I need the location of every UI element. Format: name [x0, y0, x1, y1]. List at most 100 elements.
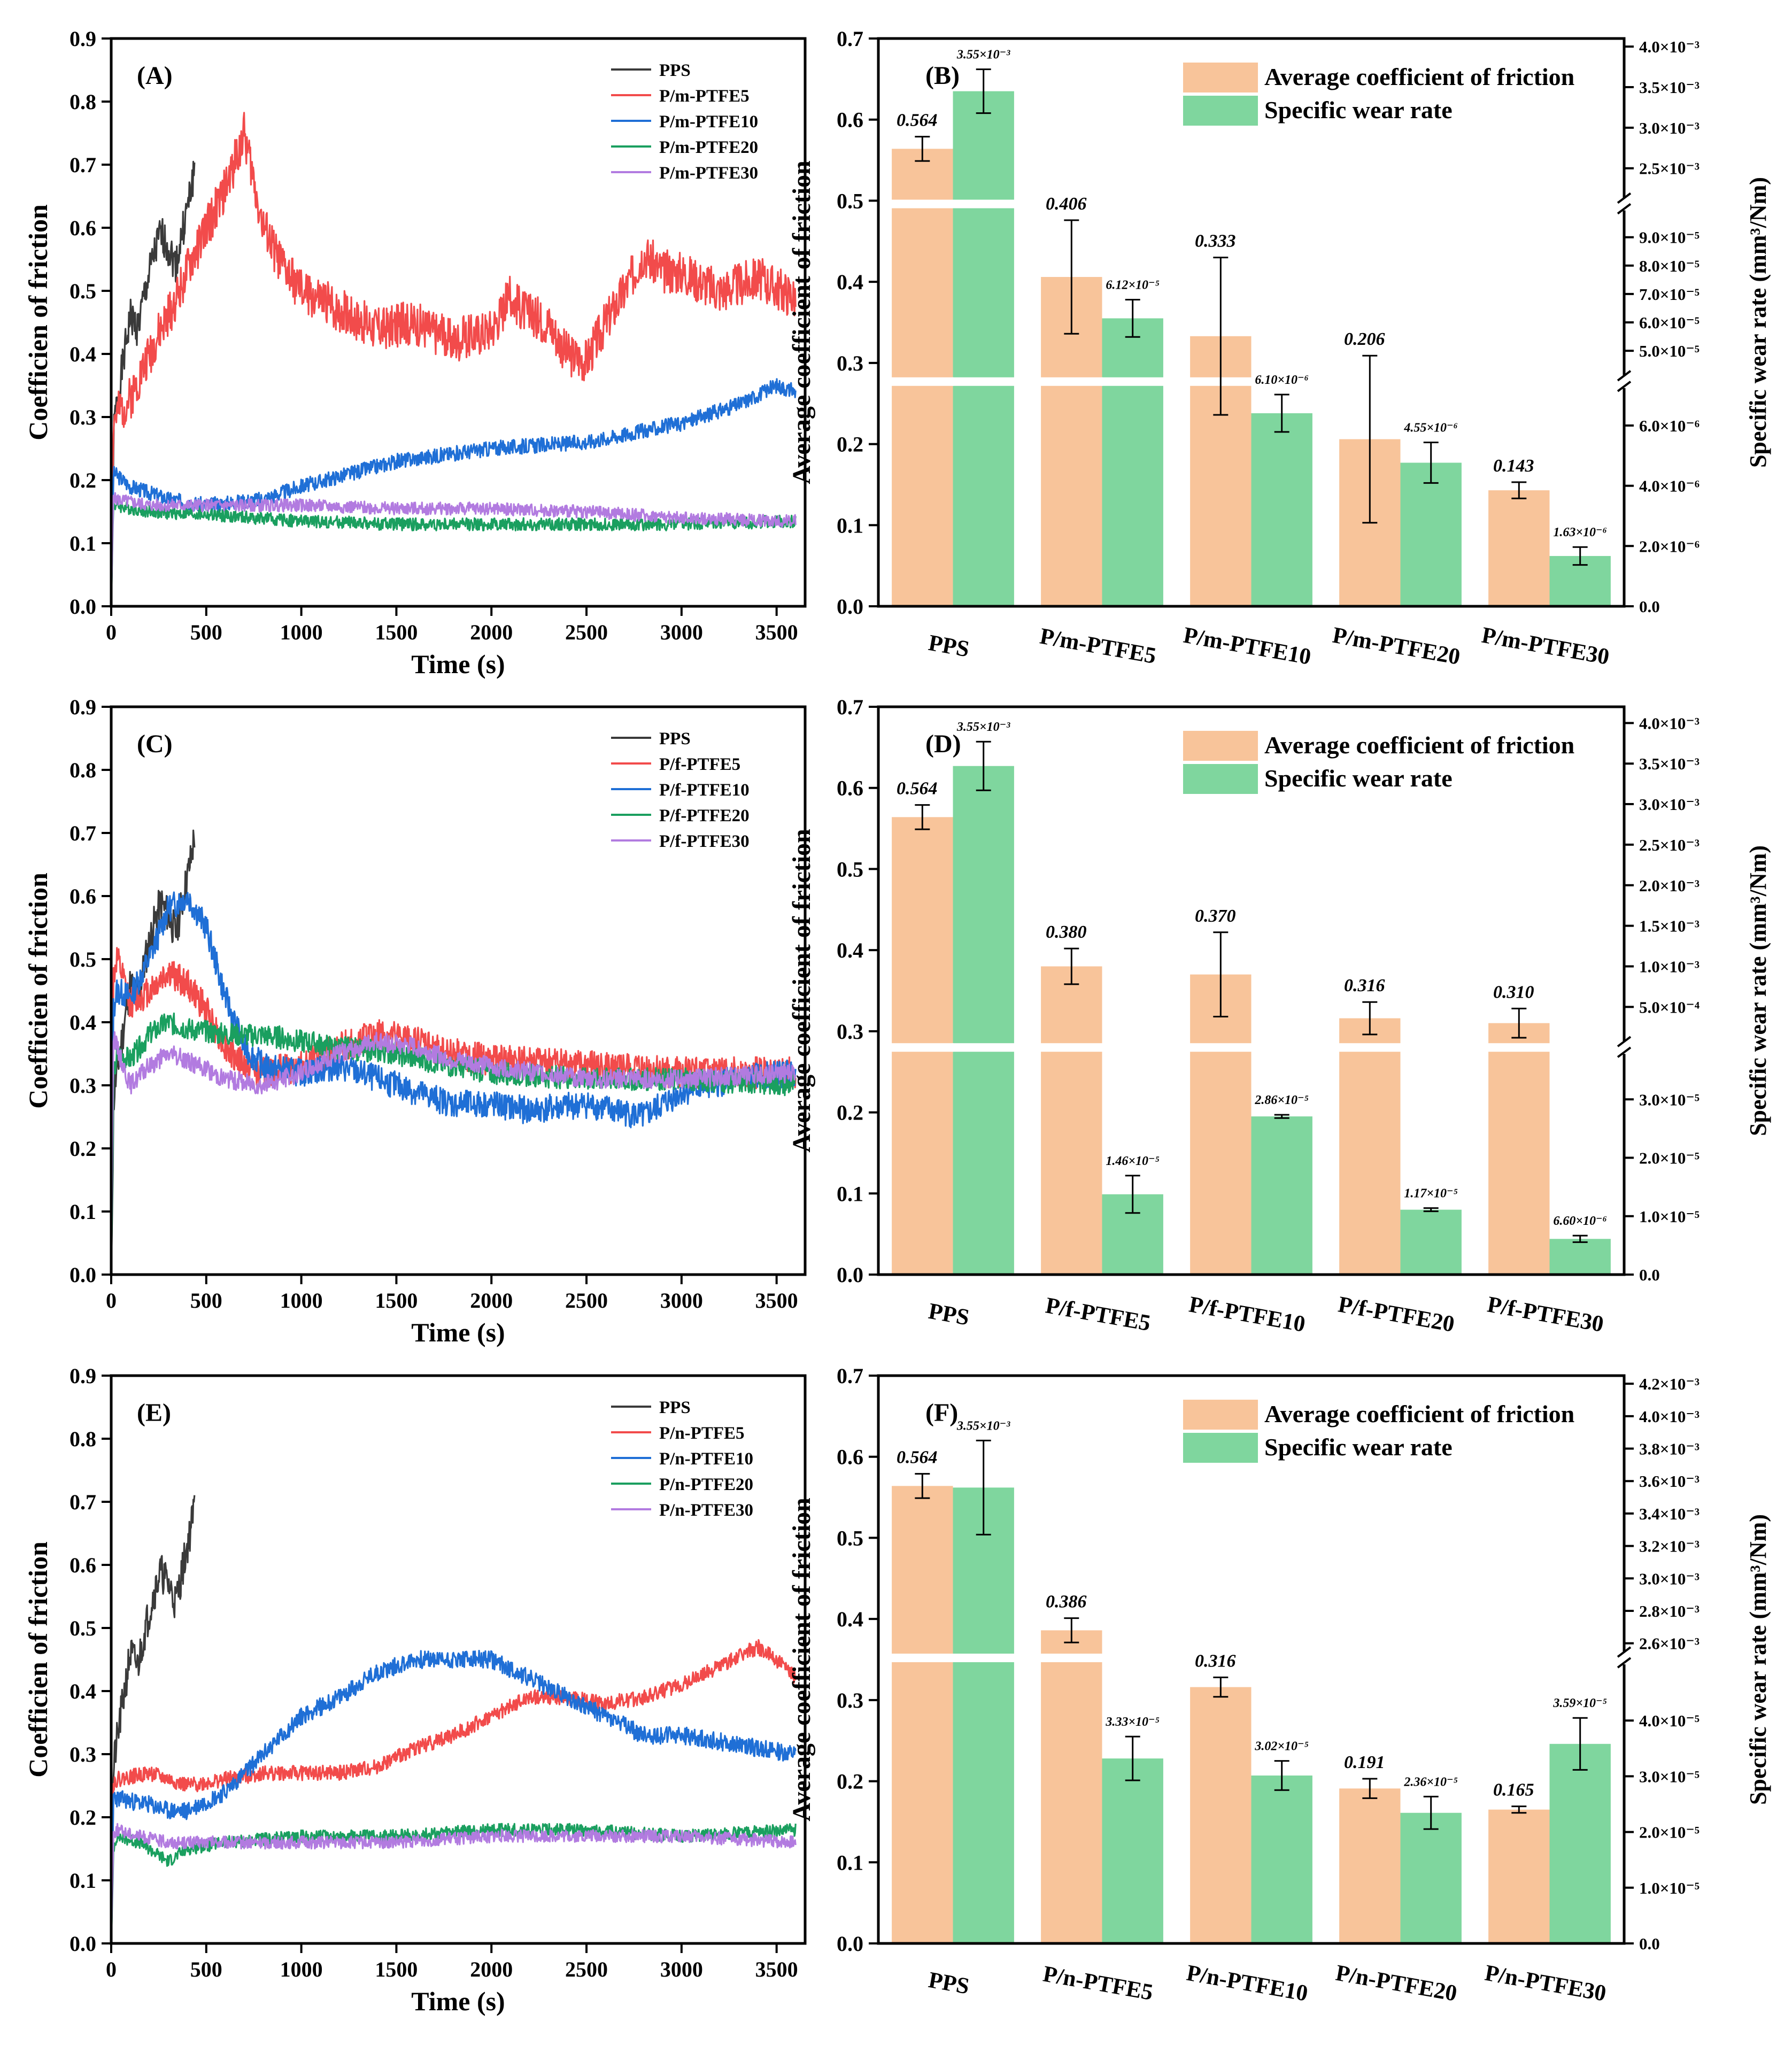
axis-break-strip — [1189, 1043, 1252, 1052]
right-tick-label: 2.0×10⁻⁵ — [1639, 1823, 1700, 1842]
error-bar — [1213, 257, 1229, 416]
y-axis-label-left: Average coefficient of friction — [787, 1498, 816, 1821]
panel-label: (D) — [925, 730, 961, 758]
axis-break-strip — [952, 1653, 1015, 1662]
y-tick-label: 0.5 — [837, 857, 863, 881]
series-line-p-m-ptfe5 — [110, 112, 797, 607]
data-label: 3.55×10⁻³ — [956, 720, 1010, 734]
bar-average-coefficient-of-friction-p-n-ptfe5 — [1041, 1630, 1102, 1943]
y-tick-label: 0.5 — [837, 1526, 863, 1550]
error-bar — [1362, 1001, 1378, 1036]
panel-label: (A) — [137, 61, 173, 90]
error-bar — [1213, 1676, 1229, 1698]
error-bar — [915, 1473, 930, 1499]
x-tick-label: 3000 — [660, 1957, 703, 1981]
legend-label-p-f-ptfe30: P/f-PTFE30 — [659, 832, 750, 851]
right-tick-label: 4.0×10⁻⁵ — [1639, 1711, 1700, 1730]
category-label: P/f-PTFE30 — [1486, 1292, 1606, 1337]
panel-label: (E) — [137, 1399, 171, 1427]
data-label: 0.564 — [897, 111, 938, 130]
y-tick-label: 0.7 — [69, 153, 96, 177]
data-label: 0.143 — [1493, 456, 1534, 476]
x-tick-label: 500 — [190, 1957, 222, 1981]
right-axis-break-mark — [1617, 1036, 1632, 1047]
series-line-pps — [110, 160, 196, 607]
data-label: 6.12×10⁻⁵ — [1106, 279, 1160, 292]
right-axis-break-mark — [1617, 1646, 1632, 1658]
right-tick-label: 2.0×10⁻⁶ — [1639, 537, 1700, 555]
series-line-p-n-ptfe5 — [110, 1639, 797, 1944]
data-label: 3.59×10⁻⁵ — [1552, 1696, 1607, 1710]
bar-specific-wear-rate-pps — [953, 91, 1014, 607]
right-tick-label: 2.0×10⁻⁵ — [1639, 1149, 1700, 1168]
error-bar — [1213, 931, 1229, 1018]
line-chart-a: 0 500 1000 1500 2000 2500 3000 3500 0.0 0.1 0.2 0.3… — [23, 27, 807, 679]
error-bar — [1274, 1760, 1289, 1791]
data-label: 0.316 — [1344, 976, 1385, 996]
bar-chart-b: 0.564 3.55×10⁻³ 0.406 6.12×10⁻⁵ 0.333 6.10×10… — [787, 27, 1771, 670]
y-tick-label: 0.6 — [837, 776, 863, 800]
data-label: 0.564 — [897, 1448, 938, 1468]
y-tick-label: 0.8 — [69, 758, 96, 782]
data-label: 4.55×10⁻⁶ — [1403, 421, 1458, 435]
axis-break-strip — [891, 1043, 954, 1052]
right-tick-label: 3.2×10⁻³ — [1639, 1537, 1700, 1556]
bar-specific-wear-rate-p-n-ptfe30 — [1549, 1743, 1611, 1943]
error-bar — [1064, 219, 1079, 335]
y-tick-label: 0.1 — [69, 531, 96, 555]
right-tick-label: 9.0×10⁻⁵ — [1639, 228, 1700, 247]
right-tick-label: 3.4×10⁻³ — [1639, 1504, 1700, 1523]
plot-frame — [110, 705, 807, 1276]
bar-average-coefficient-of-friction-pps — [892, 1486, 953, 1943]
y-tick-label: 0.3 — [837, 1688, 863, 1712]
y-tick-label: 0.6 — [837, 108, 863, 132]
right-tick-label: 2.0×10⁻³ — [1639, 876, 1700, 895]
x-tick-label: 3500 — [755, 1957, 798, 1981]
legend-swatch-average-coefficient-of-friction — [1183, 63, 1258, 92]
error-bar — [1423, 1207, 1439, 1213]
y-tick-label: 0.5 — [69, 1616, 96, 1640]
y-axis-label-left: Average coefficient of friction — [787, 829, 816, 1152]
y-tick-label: 0.3 — [69, 1742, 96, 1766]
axis-break-strip — [891, 1653, 954, 1662]
y-axis-label: Coefficien of friction — [23, 1541, 53, 1778]
axis-break-strip — [891, 199, 954, 209]
axis-break-strip — [1040, 1043, 1103, 1052]
bar-specific-wear-rate-p-m-ptfe5 — [1102, 318, 1163, 606]
x-tick-label: 2000 — [470, 620, 513, 644]
data-label: 3.55×10⁻³ — [956, 48, 1010, 62]
y-tick-label: 0.5 — [837, 189, 863, 213]
bar-specific-wear-rate-p-n-ptfe10 — [1251, 1775, 1312, 1943]
error-bar — [1423, 442, 1439, 484]
bar-specific-wear-rate-p-f-ptfe20 — [1400, 1209, 1462, 1275]
error-bar — [1362, 354, 1378, 524]
y-tick-label: 0.9 — [69, 1364, 96, 1388]
data-label: 0.386 — [1046, 1592, 1087, 1612]
legend-label-p-n-ptfe30: P/n-PTFE30 — [659, 1501, 753, 1520]
error-bar — [1362, 1778, 1378, 1799]
bar-specific-wear-rate-p-f-ptfe10 — [1251, 1116, 1312, 1275]
legend-label-pps: PPS — [659, 61, 691, 80]
x-tick-label: 1500 — [375, 620, 418, 644]
bar-chart-f: 0.564 3.55×10⁻³ 0.386 3.33×10⁻⁵ 0.316 3.02×10… — [787, 1364, 1771, 2007]
x-axis-label: Time (s) — [411, 1986, 505, 2016]
y-tick-label: 0.6 — [69, 216, 96, 240]
error-bar — [1511, 1007, 1527, 1039]
x-tick-label: 500 — [190, 620, 222, 644]
error-bar — [1572, 546, 1588, 566]
y-tick-label: 0.4 — [69, 1679, 96, 1703]
category-label: P/m-PTFE20 — [1331, 623, 1462, 670]
y-tick-label: 0.4 — [837, 938, 863, 962]
x-tick-label: 2000 — [470, 1288, 513, 1313]
panel-label: (F) — [925, 1399, 958, 1427]
data-label: 0.191 — [1344, 1753, 1385, 1772]
legend-label-average-coefficient-of-friction: Average coefficient of friction — [1264, 1400, 1574, 1427]
y-tick-label: 0.2 — [69, 1805, 96, 1830]
category-label: P/n-PTFE30 — [1483, 1961, 1608, 2007]
series-line-p-f-ptfe30 — [110, 1031, 797, 1275]
y-tick-label: 0.9 — [69, 695, 96, 719]
x-axis-label: Time (s) — [411, 649, 505, 679]
legend-label-p-m-ptfe20: P/m-PTFE20 — [659, 138, 758, 157]
line-chart-c: 0 500 1000 1500 2000 2500 3000 3500 0.0 0.1 0.2 0.3… — [23, 695, 807, 1347]
